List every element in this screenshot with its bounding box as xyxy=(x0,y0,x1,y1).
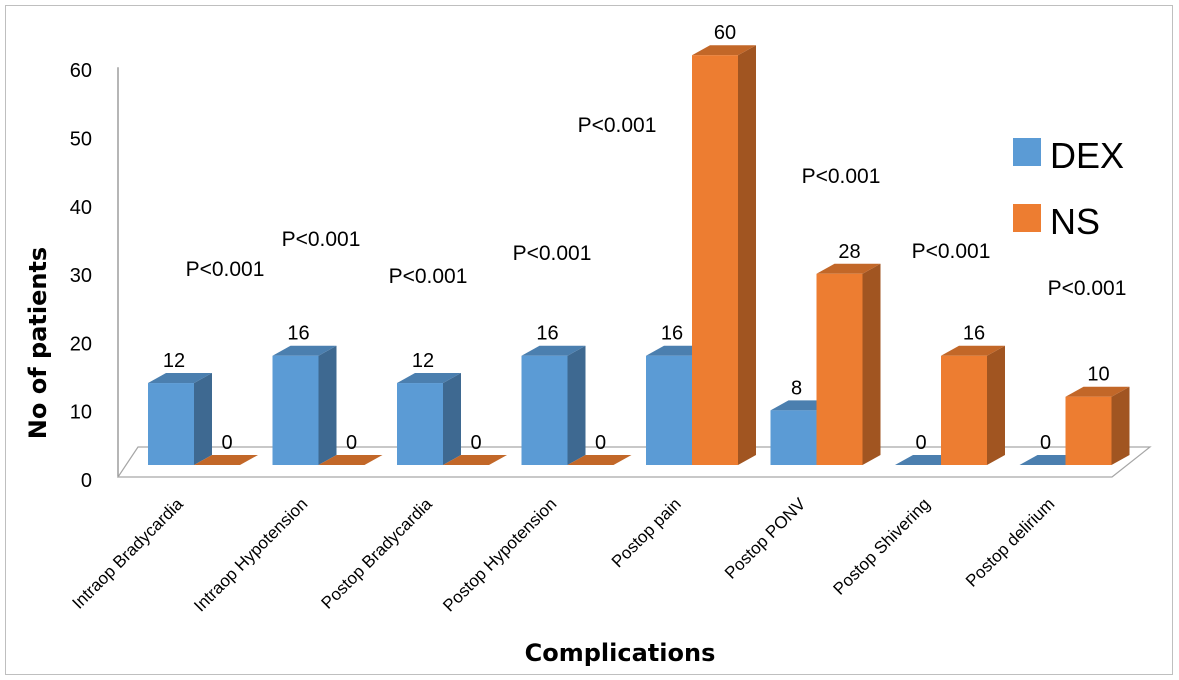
bar-ns-5 xyxy=(692,45,756,465)
data-label: 8 xyxy=(791,377,802,399)
bar-side xyxy=(567,345,586,465)
bar-front xyxy=(692,55,738,465)
data-label: 0 xyxy=(595,432,606,454)
bar-top xyxy=(1065,386,1130,397)
bar-ns-7 xyxy=(941,345,1005,465)
y-tick-label: 50 xyxy=(70,129,92,151)
data-label: 16 xyxy=(963,323,985,345)
bar-top xyxy=(318,455,383,465)
p-value-label: P<0.001 xyxy=(282,228,361,251)
bar-ns-3 xyxy=(443,455,507,465)
bar-top xyxy=(941,345,1005,356)
data-label: 12 xyxy=(412,350,434,372)
p-value-label: P<0.001 xyxy=(578,114,657,137)
data-label: 60 xyxy=(714,22,736,44)
legend-label: DEX xyxy=(1050,135,1124,176)
data-label: 0 xyxy=(346,432,357,454)
p-value-label: P<0.001 xyxy=(186,258,265,281)
bar-ns-2 xyxy=(318,455,383,465)
data-label: 16 xyxy=(536,323,558,345)
legend-item-dex: DEX xyxy=(1013,135,1124,176)
p-value-annotations: P<0.001 P<0.001 P<0.001 P<0.001 P<0.001 P<0.0… xyxy=(186,114,1127,300)
bar-front xyxy=(1065,396,1112,465)
y-tick-labels: 0 10 20 30 40 50 60 xyxy=(70,60,92,492)
bar-top xyxy=(567,455,632,465)
y-tick-label: 20 xyxy=(70,333,92,355)
bar-top xyxy=(148,373,212,384)
bar-ns-6 xyxy=(816,263,881,465)
y-tick-label: 10 xyxy=(70,402,92,424)
bar-top xyxy=(272,345,337,356)
legend-swatch xyxy=(1013,204,1041,232)
bar-ns-4 xyxy=(567,455,632,465)
bar-front xyxy=(816,273,863,465)
y-tick-label: 0 xyxy=(81,470,92,492)
chart-frame xyxy=(5,5,1173,675)
bar-side xyxy=(443,373,461,465)
bar-side xyxy=(738,45,756,465)
data-label: 0 xyxy=(470,432,481,454)
data-label: 0 xyxy=(221,432,232,454)
bar-front xyxy=(148,383,194,465)
axes xyxy=(116,67,1152,478)
bar-top xyxy=(443,455,507,465)
bar-top xyxy=(397,373,461,384)
bar-ns-8 xyxy=(1065,386,1130,465)
legend-item-ns: NS xyxy=(1013,201,1100,242)
data-labels: 12 0 16 0 12 0 16 0 16 60 8 28 0 16 0 10 xyxy=(163,22,1110,454)
bars xyxy=(148,45,1130,465)
legend: DEX NS xyxy=(1013,135,1124,242)
bar-top xyxy=(816,263,881,274)
bar-top xyxy=(521,345,586,356)
bar-side xyxy=(1111,386,1130,465)
p-value-label: P<0.001 xyxy=(1048,277,1127,300)
data-label: 16 xyxy=(661,323,683,345)
p-value-label: P<0.001 xyxy=(912,240,991,263)
bar-dex-1 xyxy=(148,373,212,465)
data-label: 28 xyxy=(838,241,860,263)
bar-side xyxy=(194,373,212,465)
bar-side xyxy=(987,345,1005,465)
p-value-label: P<0.001 xyxy=(802,165,881,188)
bar-front xyxy=(272,355,319,465)
p-value-label: P<0.001 xyxy=(513,242,592,265)
data-label: 0 xyxy=(1040,432,1051,454)
data-label: 16 xyxy=(287,323,309,345)
p-value-label: P<0.001 xyxy=(389,265,468,288)
bar-side xyxy=(318,345,337,465)
bar-front xyxy=(397,383,443,465)
bar-dex-4 xyxy=(521,345,586,465)
floor-plane xyxy=(116,446,1152,478)
bar-dex-2 xyxy=(272,345,337,465)
bar-dex-3 xyxy=(397,373,461,465)
legend-label: NS xyxy=(1050,201,1100,242)
bar-front xyxy=(521,355,568,465)
bar-top xyxy=(194,455,258,465)
data-label: 10 xyxy=(1087,364,1109,386)
bar-front xyxy=(770,410,817,465)
bar-top xyxy=(692,45,756,56)
legend-swatch xyxy=(1013,138,1041,166)
bar-front xyxy=(646,355,692,465)
y-axis-title: No of patients xyxy=(24,247,52,439)
bar-ns-1 xyxy=(194,455,258,465)
bar-side xyxy=(862,263,881,465)
bar-front xyxy=(941,355,987,465)
y-tick-label: 60 xyxy=(70,60,92,82)
x-axis-title: Complications xyxy=(525,639,716,667)
y-tick-label: 40 xyxy=(70,197,92,219)
data-label: 0 xyxy=(915,432,926,454)
data-label: 12 xyxy=(163,350,185,372)
y-tick-label: 30 xyxy=(70,265,92,287)
